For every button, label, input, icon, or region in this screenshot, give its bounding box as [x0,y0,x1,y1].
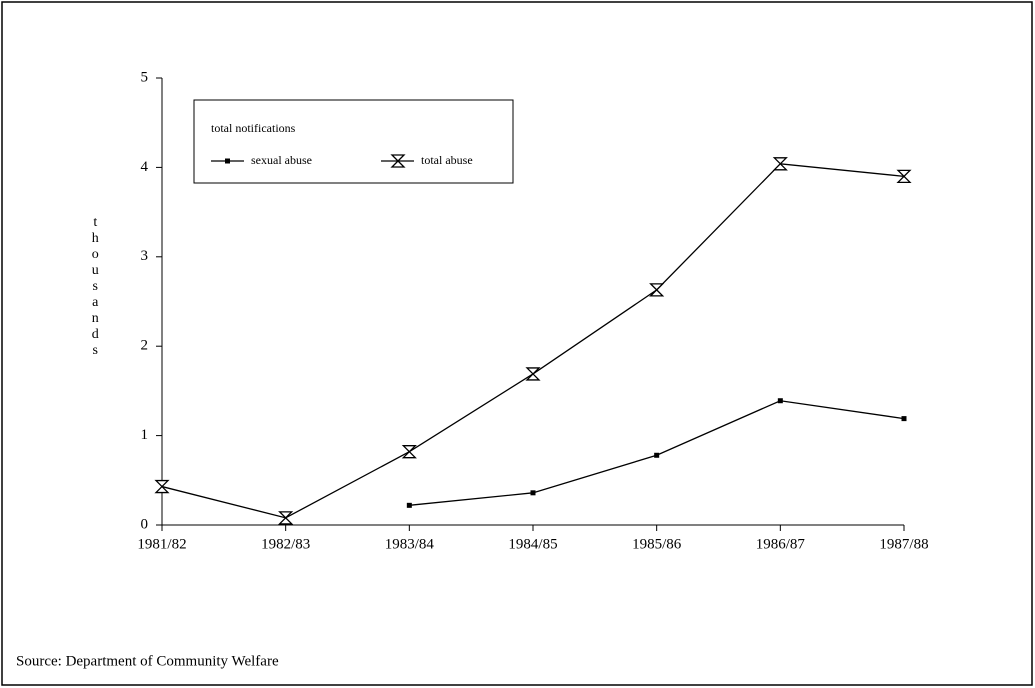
source-note: Source: Department of Community Welfare [16,653,279,669]
marker [154,479,170,494]
legend-box [193,99,514,184]
marker [406,502,412,508]
series-line [161,163,905,519]
marker [901,416,907,422]
x-tick-label: 1985/86 [632,536,682,552]
y-axis-label: thousands [88,215,103,359]
x-tick-label: 1982/83 [261,536,310,552]
x-tick-label: 1986/87 [756,536,806,552]
y-tick-label: 1 [141,427,149,443]
marker [278,511,294,525]
marker [777,398,783,404]
y-tick-label: 4 [141,159,149,175]
x-tick-label: 1981/82 [137,536,186,552]
marker [530,490,536,496]
marker [654,452,660,458]
marker [772,157,788,171]
marker [649,283,665,297]
marker [525,367,541,381]
y-tick-label: 5 [141,69,149,85]
x-tick-label: 1987/88 [879,536,928,552]
legend-title: total notifications [211,121,296,135]
y-tick-label: 0 [141,516,149,532]
x-tick-label: 1983/84 [385,536,435,552]
y-tick-label: 2 [141,338,149,354]
legend-marker [390,154,406,168]
x-tick-label: 1984/85 [508,536,557,552]
marker [401,445,417,459]
y-tick-label: 3 [141,248,149,264]
legend-marker [225,158,230,164]
marker [896,169,912,183]
legend-label: sexual abuse [251,153,312,167]
legend-label: total abuse [421,153,473,167]
